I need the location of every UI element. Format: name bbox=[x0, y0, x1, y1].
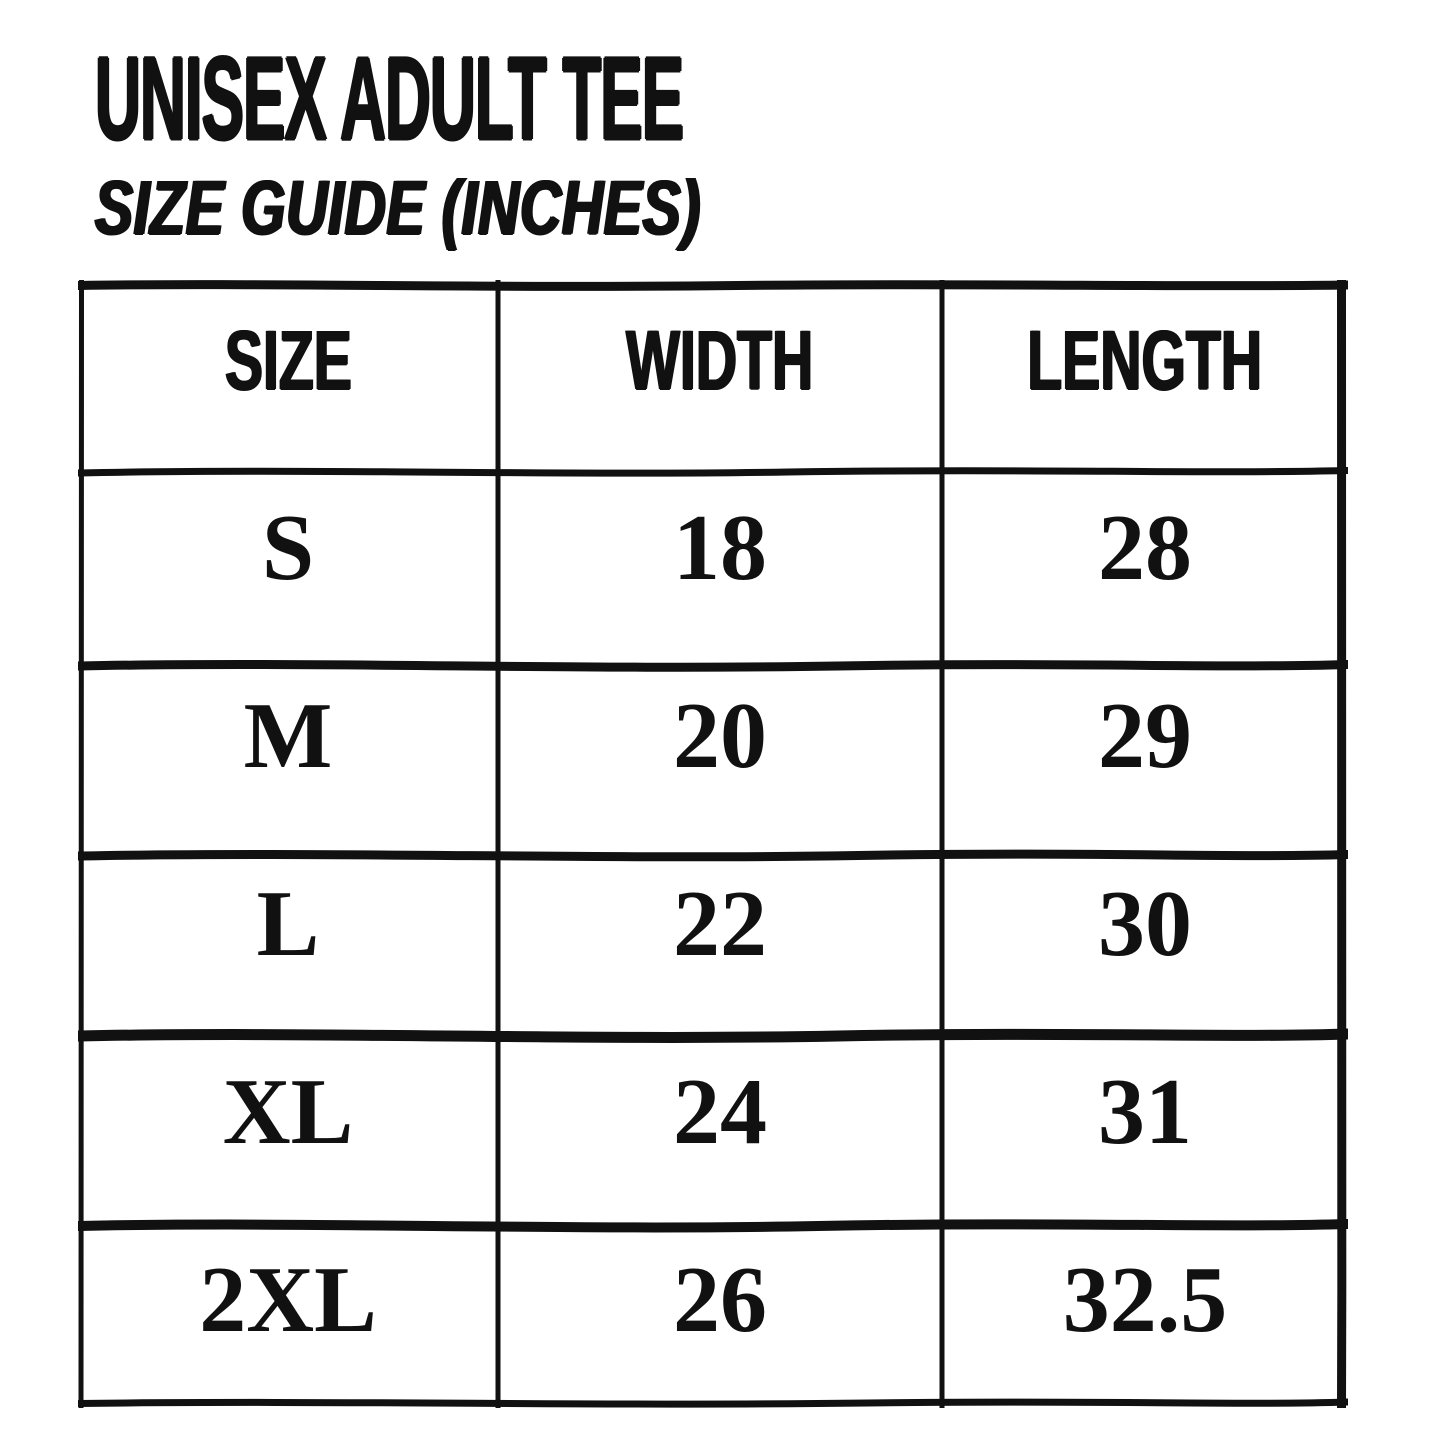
table-grid-lines bbox=[78, 280, 1348, 1408]
size-table-grid: SIZE WIDTH LENGTH S 18 28 M 20 29 L 22 3… bbox=[78, 280, 1348, 1408]
page-title: UNISEX ADULT TEE bbox=[95, 33, 684, 165]
column-header-width-label: WIDTH bbox=[626, 312, 814, 407]
cell-length-l: 30 bbox=[1098, 872, 1192, 976]
column-header-size: SIZE bbox=[78, 280, 498, 468]
page-subtitle: SIZE GUIDE (INCHES) bbox=[95, 165, 702, 251]
cell-width-xl: 24 bbox=[673, 1060, 767, 1164]
cell-length-s: 28 bbox=[1098, 496, 1192, 600]
cell-size-s: S bbox=[261, 496, 315, 600]
column-header-length: LENGTH bbox=[942, 280, 1348, 468]
cell-width-m: 20 bbox=[673, 684, 767, 788]
cell-size-2xl: 2XL bbox=[199, 1248, 377, 1352]
cell-size-m: M bbox=[243, 684, 333, 788]
column-header-length-label: LENGTH bbox=[1027, 312, 1263, 407]
cell-width-2xl: 26 bbox=[673, 1248, 767, 1352]
cell-length-2xl: 32.5 bbox=[1062, 1248, 1228, 1352]
cell-length-m: 29 bbox=[1098, 684, 1192, 788]
cell-size-xl: XL bbox=[222, 1060, 354, 1164]
cell-width-s: 18 bbox=[673, 496, 767, 600]
cell-width-l: 22 bbox=[673, 872, 767, 976]
cell-size-l: L bbox=[256, 872, 320, 976]
column-header-size-label: SIZE bbox=[224, 312, 352, 407]
column-header-width: WIDTH bbox=[498, 280, 942, 468]
page-header: UNISEX ADULT TEE SIZE GUIDE (INCHES) bbox=[95, 40, 1184, 247]
cell-length-xl: 31 bbox=[1098, 1060, 1192, 1164]
size-table: SIZE WIDTH LENGTH S 18 28 M 20 29 L 22 3… bbox=[78, 280, 1348, 1408]
